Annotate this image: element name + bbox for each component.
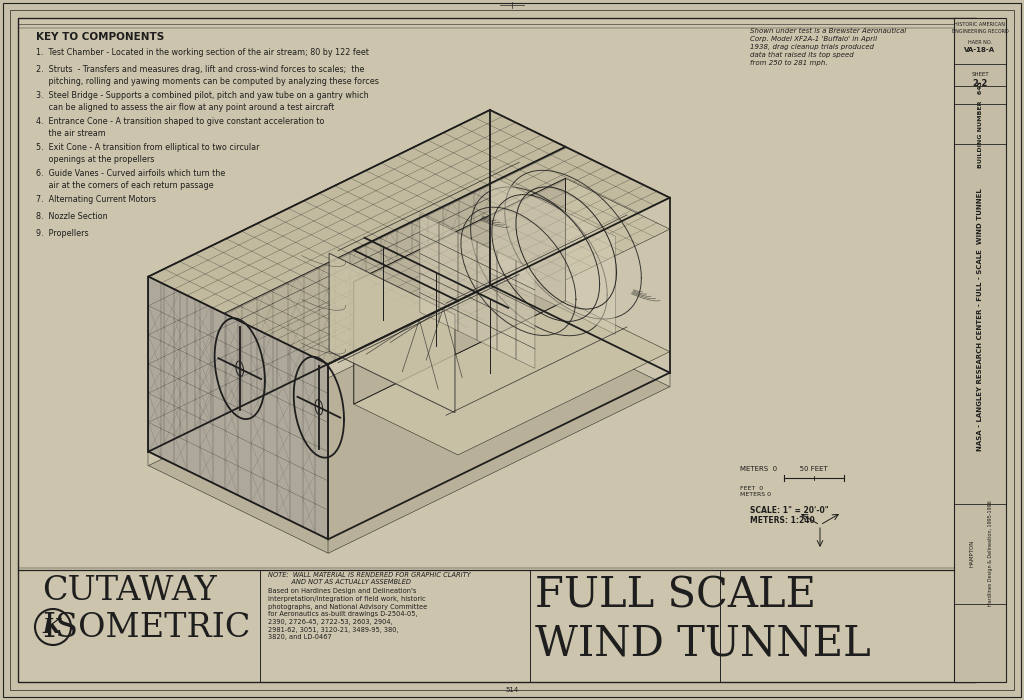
Polygon shape <box>329 253 455 412</box>
Text: 9.  Propellers: 9. Propellers <box>36 229 89 238</box>
Text: 5.  Exit Cone - A transition from elliptical to two circular
     openings at th: 5. Exit Cone - A transition from ellipti… <box>36 143 259 164</box>
Polygon shape <box>489 175 615 335</box>
Text: FEET  0
METERS 0: FEET 0 METERS 0 <box>740 486 771 497</box>
Text: Based on Hardines Design and Delineation's
Interpretation/Integration of field w: Based on Hardines Design and Delineation… <box>268 588 427 640</box>
Polygon shape <box>420 214 535 368</box>
Text: FULL SCALE: FULL SCALE <box>535 575 816 617</box>
Text: 1.  Test Chamber - Located in the working section of the air stream; 80 by 122 f: 1. Test Chamber - Located in the working… <box>36 48 369 57</box>
Text: HAMPTON: HAMPTON <box>970 539 975 567</box>
Text: 2-2: 2-2 <box>973 78 988 88</box>
Text: SHEET: SHEET <box>971 71 989 76</box>
Text: WIND TUNNEL: WIND TUNNEL <box>535 622 870 664</box>
Text: 3.  Steel Bridge - Supports a combined pilot, pitch and yaw tube on a gantry whi: 3. Steel Bridge - Supports a combined pi… <box>36 91 369 113</box>
Polygon shape <box>148 110 565 314</box>
Polygon shape <box>353 178 670 332</box>
Text: SCALE: 1" = 20'-0": SCALE: 1" = 20'-0" <box>750 506 828 515</box>
Text: 4.  Entrance Cone - A transition shaped to give constant acceleration to
     th: 4. Entrance Cone - A transition shaped t… <box>36 117 325 139</box>
Bar <box>954 18 1006 682</box>
Text: K: K <box>43 617 61 637</box>
Text: 514: 514 <box>506 687 518 693</box>
Polygon shape <box>148 110 670 364</box>
Polygon shape <box>353 301 670 455</box>
Text: 2.  Struts  - Transfers and measures drag, lift and cross-wind forces to scales;: 2. Struts - Transfers and measures drag,… <box>36 65 379 87</box>
Polygon shape <box>353 178 565 404</box>
Text: Hardlines Design & Delineation, 1995-1996: Hardlines Design & Delineation, 1995-199… <box>988 500 993 606</box>
Text: HAER NO.: HAER NO. <box>968 41 992 46</box>
Text: METERS  0          50 FEET: METERS 0 50 FEET <box>740 466 827 472</box>
Text: KEY TO COMPONENTS: KEY TO COMPONENTS <box>36 32 164 42</box>
Text: HISTORIC AMERICAN
ENGINEERING RECORD: HISTORIC AMERICAN ENGINEERING RECORD <box>951 22 1009 34</box>
Text: NASA - LANGLEY RESEARCH CENTER - FULL - SCALE  WIND TUNNEL: NASA - LANGLEY RESEARCH CENTER - FULL - … <box>977 188 983 452</box>
Polygon shape <box>148 110 490 452</box>
Text: BUILDING NUMBER   643: BUILDING NUMBER 643 <box>978 81 982 169</box>
Text: VA-18-A: VA-18-A <box>965 47 995 53</box>
Text: 6.  Guide Vanes - Curved airfoils which turn the
     air at the corners of each: 6. Guide Vanes - Curved airfoils which t… <box>36 169 225 190</box>
Text: 7.  Alternating Current Motors: 7. Alternating Current Motors <box>36 195 156 204</box>
Text: Shown under test is a Brewster Aeronautical
Corp. Model XF2A-1 'Buffalo' in Apri: Shown under test is a Brewster Aeronauti… <box>750 28 906 66</box>
Text: 8.  Nozzle Section: 8. Nozzle Section <box>36 212 108 221</box>
Text: METERS: 1:240: METERS: 1:240 <box>750 516 815 525</box>
Text: CUTAWAY: CUTAWAY <box>42 575 217 607</box>
Text: NOTE:  WALL MATERIAL IS RENDERED FOR GRAPHIC CLARITY
           AND NOT AS ACTUA: NOTE: WALL MATERIAL IS RENDERED FOR GRAP… <box>268 572 471 585</box>
Polygon shape <box>148 276 329 539</box>
Text: ISOMETRIC: ISOMETRIC <box>42 612 251 644</box>
Polygon shape <box>148 299 670 553</box>
